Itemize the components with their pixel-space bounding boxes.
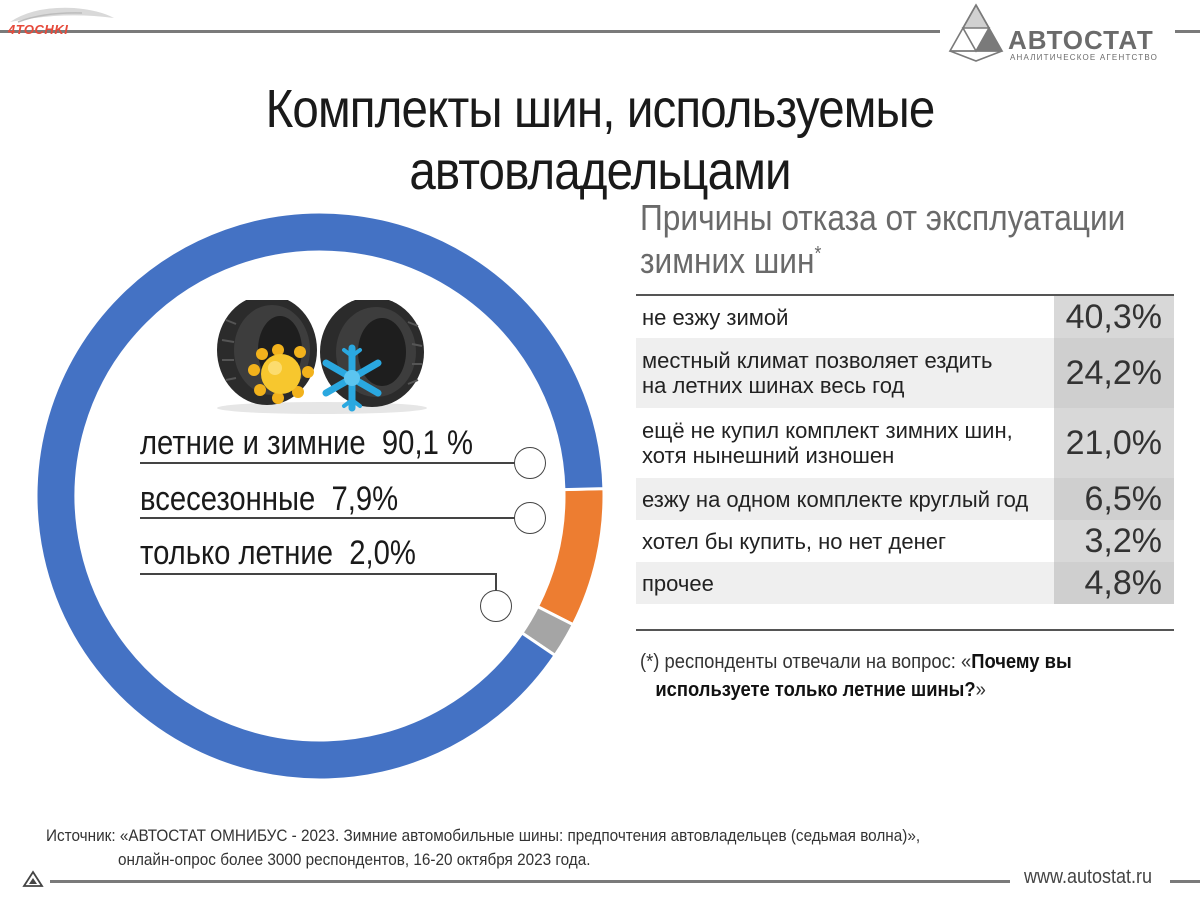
- marker-all-season: [514, 502, 546, 534]
- footnote: (*) респонденты отвечали на вопрос: «Поч…: [640, 648, 1072, 704]
- tires-illustration: [212, 295, 432, 415]
- reason-row: хотел бы купить, но нет денег 3,2%: [636, 520, 1174, 562]
- reason-value: 21,0%: [1054, 408, 1174, 478]
- footnote-question-part2: используете только летние шины?: [655, 679, 976, 701]
- reasons-title: Причины отказа от эксплуатации зимних ши…: [640, 200, 1125, 279]
- label-summer-winter: летние и зимние 90,1 %: [140, 424, 473, 463]
- donut-chart: [34, 210, 606, 782]
- leader-all-season: [140, 517, 520, 519]
- reason-text-line2: хотя нынешний изношен: [642, 443, 895, 468]
- reasons-table-bottom-rule: [636, 629, 1174, 631]
- marker-summer-only: [480, 590, 512, 622]
- reasons-title-asterisk: *: [814, 243, 822, 265]
- label-summer-only: только летние 2,0%: [140, 534, 416, 573]
- reason-text: езжу на одном комплекте круглый год: [636, 478, 1054, 520]
- leader-summer-only: [140, 573, 496, 575]
- 4tochki-logo: 4TOCHKI: [4, 2, 124, 38]
- slice-summer-winter: [34, 210, 606, 782]
- marker-summer-winter: [514, 447, 546, 479]
- footer-divider: [50, 880, 1010, 883]
- reason-text-line1: местный климат позволяет ездить: [642, 348, 993, 373]
- reason-text: местный климат позволяет ездить на летних…: [636, 338, 1054, 408]
- label-all-season-name: всесезонные: [140, 480, 316, 518]
- source-line2: онлайн-опрос более 3000 респондентов, 16…: [118, 850, 591, 869]
- reason-text-line1: прочее: [642, 570, 714, 596]
- reason-value: 24,2%: [1054, 338, 1174, 408]
- reason-text-line1: езжу на одном комплекте круглый год: [642, 486, 1029, 512]
- reason-text-line1: ещё не купил комплект зимних шин,: [642, 418, 1013, 443]
- label-summer-only-name: только летние: [140, 534, 333, 572]
- reason-value: 40,3%: [1054, 296, 1174, 338]
- label-summer-only-value: 2,0%: [349, 534, 416, 572]
- autostat-logo-subtitle: АНАЛИТИЧЕСКОЕ АГЕНТСТВО: [1010, 53, 1159, 62]
- reason-value: 4,8%: [1054, 562, 1174, 604]
- reason-row: местный климат позволяет ездить на летних…: [636, 338, 1174, 408]
- slice-all-season: [535, 487, 606, 627]
- reason-text-line1: хотел бы купить, но нет денег: [642, 528, 946, 554]
- source-note: Источник: «АВТОСТАТ ОМНИБУС - 2023. Зимн…: [46, 824, 920, 872]
- footnote-question-part1: Почему вы: [971, 651, 1072, 673]
- reason-text: не езжу зимой: [636, 296, 1054, 338]
- page-title: Комплекты шин, используемые автовладельц…: [265, 79, 936, 201]
- footer-site-link[interactable]: www.autostat.ru: [1024, 866, 1153, 888]
- reason-text: прочее: [636, 562, 1054, 604]
- snowflake-icon: [322, 344, 382, 412]
- footer-divider-right: [1170, 880, 1200, 883]
- reason-row: не езжу зимой 40,3%: [636, 296, 1174, 338]
- header-divider-right: [1175, 30, 1200, 33]
- source-line1: Источник: «АВТОСТАТ ОМНИБУС - 2023. Зимн…: [46, 826, 921, 845]
- reason-row: прочее 4,8%: [636, 562, 1174, 604]
- reasons-title-line2: зимних шин: [640, 240, 815, 281]
- reason-text-line2: на летних шинах весь год: [642, 373, 905, 398]
- reasons-table: не езжу зимой 40,3% местный климат позволя…: [636, 296, 1174, 604]
- footer-triangle-icon: [22, 870, 44, 887]
- 4tochki-logo-text: 4TOCHKI: [8, 22, 69, 37]
- autostat-logo-name: АВТОСТАТ: [1008, 25, 1154, 55]
- sun-icon: [248, 344, 314, 404]
- footnote-suffix: »: [975, 679, 986, 701]
- reason-text-line1: не езжу зимой: [642, 304, 789, 330]
- reason-value: 6,5%: [1054, 478, 1174, 520]
- reason-text: ещё не купил комплект зимних шин, хотя ны…: [636, 408, 1054, 478]
- reason-row: езжу на одном комплекте круглый год 6,5%: [636, 478, 1174, 520]
- autostat-logo: АВТОСТАТ АНАЛИТИЧЕСКОЕ АГЕНТСТВО: [946, 3, 1200, 63]
- reason-text: хотел бы купить, но нет денег: [636, 520, 1054, 562]
- reason-row: ещё не купил комплект зимних шин, хотя ны…: [636, 408, 1174, 478]
- footnote-prefix: (*) респонденты отвечали на вопрос: «: [640, 651, 972, 673]
- header-divider: [0, 30, 940, 33]
- label-summer-winter-value: 90,1 %: [381, 424, 473, 462]
- label-all-season-value: 7,9%: [331, 480, 399, 518]
- leader-summer-winter: [140, 462, 520, 464]
- reason-value: 3,2%: [1054, 520, 1174, 562]
- label-all-season: всесезонные 7,9%: [140, 480, 398, 519]
- label-summer-winter-name: летние и зимние: [140, 424, 366, 462]
- reasons-title-line1: Причины отказа от эксплуатации: [640, 197, 1126, 238]
- leader-summer-only-drop: [495, 573, 497, 593]
- reasons-table-top-rule: [636, 294, 1174, 296]
